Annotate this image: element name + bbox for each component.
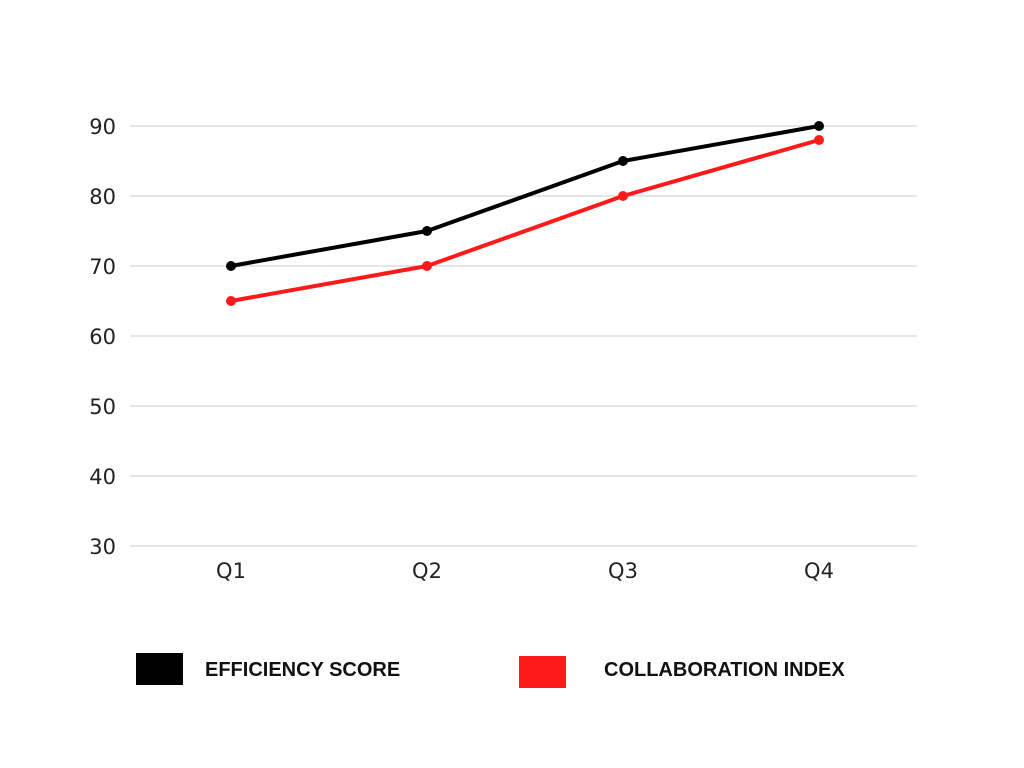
series-line-collaboration-index [229,138,821,303]
legend-label-efficiency-score: EFFICIENCY SCORE [205,659,400,681]
series-efficiency-score [226,121,824,271]
data-point-collaboration-index-q1 [226,296,236,306]
y-tick-label-30: 30 [89,535,116,559]
data-point-collaboration-index-q3 [618,191,628,201]
x-tick-label-q4: Q4 [804,559,834,583]
legend-swatch-efficiency-score [136,653,183,685]
y-tick-label-70: 70 [89,255,116,279]
x-axis-ticks: Q1 Q2 Q3 Q4 [216,559,834,583]
data-point-collaboration-index-q2 [422,261,432,271]
series-line-efficiency-score [229,124,821,268]
y-tick-label-60: 60 [89,325,116,349]
data-point-efficiency-score-q1 [226,261,236,271]
y-tick-label-90: 90 [89,115,116,139]
legend: EFFICIENCY SCORE COLLABORATION INDEX [136,653,845,688]
data-point-efficiency-score-q3 [618,156,628,166]
legend-label-collaboration-index: COLLABORATION INDEX [604,659,845,681]
data-point-collaboration-index-q4 [814,135,824,145]
legend-swatch-collaboration-index [519,656,566,688]
x-tick-label-q2: Q2 [412,559,442,583]
x-tick-label-q3: Q3 [608,559,638,583]
x-tick-label-q1: Q1 [216,559,246,583]
data-point-efficiency-score-q2 [422,226,432,236]
y-tick-label-80: 80 [89,185,116,209]
data-point-efficiency-score-q4 [814,121,824,131]
y-tick-label-50: 50 [89,395,116,419]
series-group [226,121,824,306]
grid-lines [130,125,917,547]
y-axis-ticks: 30 40 50 60 70 80 90 [89,115,116,559]
y-tick-label-40: 40 [89,465,116,489]
series-collaboration-index [226,135,824,306]
